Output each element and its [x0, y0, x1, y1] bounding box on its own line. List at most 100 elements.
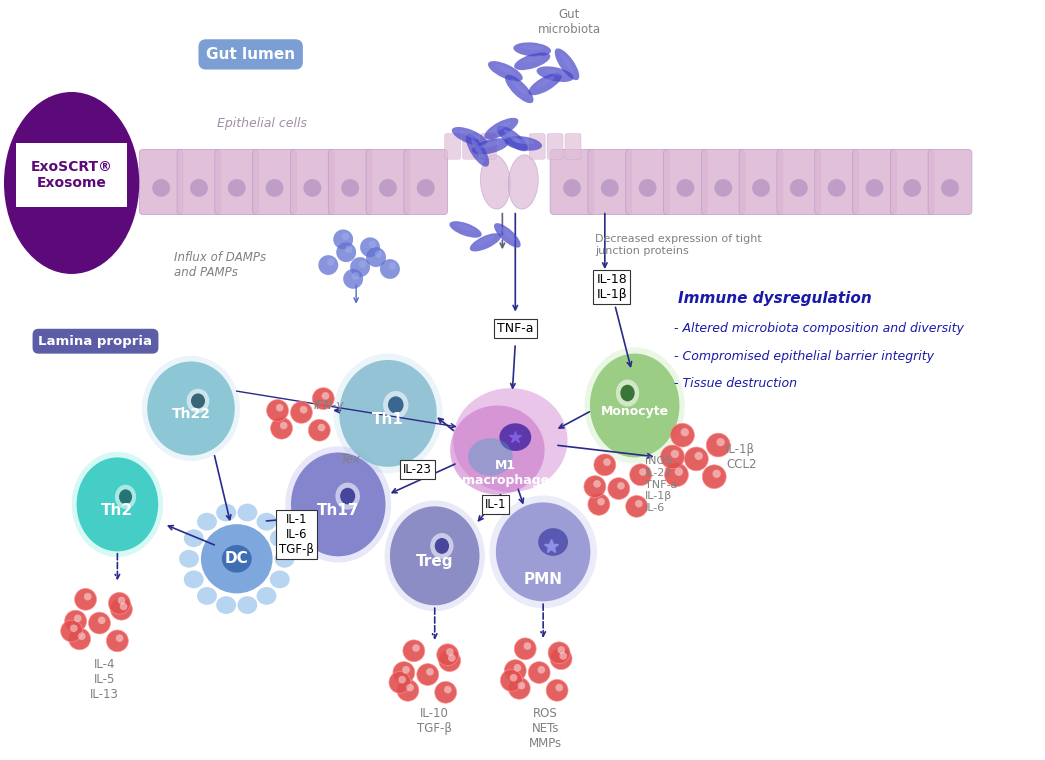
- FancyBboxPatch shape: [215, 150, 259, 214]
- Text: Gut
microbiota: Gut microbiota: [537, 8, 601, 36]
- Ellipse shape: [584, 347, 684, 464]
- Circle shape: [556, 684, 563, 692]
- FancyBboxPatch shape: [548, 134, 563, 160]
- Circle shape: [111, 598, 133, 620]
- Ellipse shape: [142, 356, 240, 461]
- Circle shape: [439, 650, 461, 672]
- Ellipse shape: [511, 79, 528, 95]
- Circle shape: [84, 593, 92, 600]
- Circle shape: [444, 686, 451, 693]
- FancyBboxPatch shape: [565, 134, 581, 160]
- Circle shape: [671, 450, 679, 458]
- Circle shape: [603, 458, 611, 466]
- Circle shape: [752, 179, 770, 197]
- Circle shape: [706, 433, 730, 457]
- Ellipse shape: [198, 513, 217, 530]
- FancyBboxPatch shape: [890, 150, 934, 214]
- FancyBboxPatch shape: [776, 150, 820, 214]
- Circle shape: [333, 230, 353, 249]
- FancyBboxPatch shape: [588, 150, 631, 214]
- Ellipse shape: [435, 538, 449, 554]
- Ellipse shape: [237, 504, 257, 521]
- Ellipse shape: [504, 129, 521, 144]
- Ellipse shape: [451, 127, 487, 146]
- Text: Lamina propria: Lamina propria: [39, 334, 153, 348]
- Ellipse shape: [270, 571, 289, 588]
- FancyBboxPatch shape: [16, 144, 127, 207]
- Circle shape: [153, 179, 170, 197]
- Ellipse shape: [538, 528, 568, 556]
- Circle shape: [350, 257, 370, 277]
- Ellipse shape: [480, 141, 501, 148]
- Circle shape: [547, 679, 568, 701]
- FancyBboxPatch shape: [177, 150, 220, 214]
- Ellipse shape: [536, 76, 555, 88]
- Text: Gut lumen: Gut lumen: [206, 47, 296, 62]
- Circle shape: [417, 663, 439, 686]
- Text: Th22: Th22: [171, 407, 210, 421]
- Circle shape: [70, 625, 77, 632]
- Ellipse shape: [616, 379, 640, 407]
- Circle shape: [228, 179, 246, 197]
- Circle shape: [398, 676, 405, 683]
- Circle shape: [412, 644, 420, 652]
- Ellipse shape: [485, 118, 518, 139]
- Circle shape: [380, 259, 400, 279]
- Ellipse shape: [471, 139, 484, 157]
- Ellipse shape: [468, 438, 513, 476]
- Circle shape: [550, 648, 572, 670]
- Circle shape: [865, 179, 883, 197]
- Circle shape: [109, 592, 131, 614]
- Ellipse shape: [257, 587, 277, 605]
- Circle shape: [417, 179, 435, 197]
- Text: ExoSCRT®
Exosome: ExoSCRT® Exosome: [30, 160, 113, 190]
- Ellipse shape: [179, 550, 199, 568]
- Text: M1
macrophage: M1 macrophage: [462, 459, 549, 486]
- Text: IL-1β
CCL2: IL-1β CCL2: [726, 443, 757, 471]
- Text: IFN-γ: IFN-γ: [314, 399, 344, 412]
- Circle shape: [389, 672, 411, 693]
- Ellipse shape: [191, 394, 205, 408]
- Circle shape: [120, 603, 127, 610]
- Text: Decreased expression of tight
junction proteins: Decreased expression of tight junction p…: [595, 235, 762, 256]
- Circle shape: [514, 638, 536, 660]
- FancyBboxPatch shape: [366, 150, 410, 214]
- Ellipse shape: [340, 488, 355, 505]
- FancyBboxPatch shape: [291, 150, 334, 214]
- Ellipse shape: [454, 388, 567, 492]
- Text: Tex: Tex: [341, 454, 361, 467]
- Text: iNOS
IL-22
TNF-a
IL-1β
IL-6: iNOS IL-22 TNF-a IL-1β IL-6: [645, 457, 677, 513]
- Ellipse shape: [513, 43, 551, 56]
- Text: Treg: Treg: [416, 554, 454, 569]
- Ellipse shape: [222, 545, 252, 572]
- Ellipse shape: [505, 74, 534, 103]
- Ellipse shape: [488, 61, 522, 81]
- Circle shape: [65, 610, 87, 632]
- Circle shape: [594, 480, 601, 488]
- Ellipse shape: [495, 64, 515, 74]
- Circle shape: [510, 674, 517, 682]
- Circle shape: [352, 272, 359, 280]
- Ellipse shape: [512, 138, 534, 144]
- Ellipse shape: [76, 458, 158, 551]
- Circle shape: [342, 179, 359, 197]
- Circle shape: [508, 677, 530, 699]
- Circle shape: [322, 392, 329, 400]
- Circle shape: [358, 261, 367, 268]
- Text: Th1: Th1: [372, 413, 404, 427]
- Circle shape: [336, 242, 356, 262]
- Ellipse shape: [257, 513, 277, 530]
- Text: - Tissue destruction: - Tissue destruction: [674, 377, 797, 390]
- Circle shape: [190, 179, 208, 197]
- Circle shape: [790, 179, 808, 197]
- Ellipse shape: [521, 45, 543, 50]
- Circle shape: [630, 464, 652, 486]
- FancyBboxPatch shape: [626, 150, 670, 214]
- FancyBboxPatch shape: [664, 150, 707, 214]
- Text: Influx of DAMPs
and PAMPs: Influx of DAMPs and PAMPs: [175, 251, 266, 279]
- Ellipse shape: [216, 596, 236, 614]
- Circle shape: [671, 423, 694, 447]
- Circle shape: [626, 496, 648, 518]
- Circle shape: [369, 240, 376, 248]
- Circle shape: [393, 662, 415, 683]
